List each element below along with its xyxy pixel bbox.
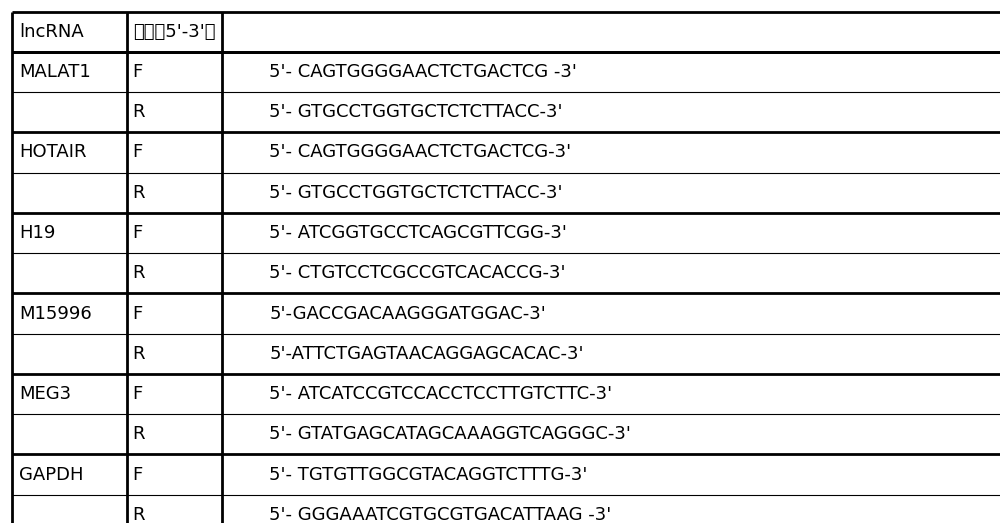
Text: 5'- GGGAAATCGTGCGTGACATTAAG -3': 5'- GGGAAATCGTGCGTGACATTAAG -3' — [269, 506, 612, 523]
Text: M15996: M15996 — [19, 304, 92, 323]
Text: 5'- ATCATCCGTCCACCTCCTTGTCTTC-3': 5'- ATCATCCGTCCACCTCCTTGTCTTC-3' — [269, 385, 613, 403]
Text: R: R — [133, 264, 145, 282]
Text: 5'- GTGCCTGGTGCTCTCTTACC-3': 5'- GTGCCTGGTGCTCTCTTACC-3' — [269, 184, 563, 202]
Text: 引物（5'-3'）: 引物（5'-3'） — [133, 22, 215, 41]
Text: lncRNA: lncRNA — [19, 22, 84, 41]
Text: 5'- ATCGGTGCCTCAGCGTTCGG-3': 5'- ATCGGTGCCTCAGCGTTCGG-3' — [269, 224, 567, 242]
Text: 5'- GTATGAGCATAGCAAAGGTCAGGGC-3': 5'- GTATGAGCATAGCAAAGGTCAGGGC-3' — [269, 425, 631, 444]
Text: F: F — [133, 224, 143, 242]
Text: R: R — [133, 506, 145, 523]
Text: 5'- TGTGTTGGCGTACAGGTCTTTG-3': 5'- TGTGTTGGCGTACAGGTCTTTG-3' — [269, 465, 588, 484]
Text: 5'- CTGTCCTCGCCGTCACACCG-3': 5'- CTGTCCTCGCCGTCACACCG-3' — [269, 264, 566, 282]
Text: 5'-ATTCTGAGTAACAGGAGCACAC-3': 5'-ATTCTGAGTAACAGGAGCACAC-3' — [269, 345, 584, 363]
Text: 5'- CAGTGGGGAACTCTGACTCG -3': 5'- CAGTGGGGAACTCTGACTCG -3' — [269, 63, 577, 81]
Text: R: R — [133, 425, 145, 444]
Text: 5'- CAGTGGGGAACTCTGACTCG-3': 5'- CAGTGGGGAACTCTGACTCG-3' — [269, 143, 572, 162]
Text: F: F — [133, 143, 143, 162]
Text: R: R — [133, 184, 145, 202]
Text: 5'- GTGCCTGGTGCTCTCTTACC-3': 5'- GTGCCTGGTGCTCTCTTACC-3' — [269, 103, 563, 121]
Text: F: F — [133, 304, 143, 323]
Text: GAPDH: GAPDH — [19, 465, 83, 484]
Text: 5'-GACCGACAAGGGATGGAC-3': 5'-GACCGACAAGGGATGGAC-3' — [269, 304, 546, 323]
Text: MEG3: MEG3 — [19, 385, 71, 403]
Text: F: F — [133, 385, 143, 403]
Text: HOTAIR: HOTAIR — [19, 143, 86, 162]
Text: F: F — [133, 465, 143, 484]
Text: R: R — [133, 103, 145, 121]
Text: R: R — [133, 345, 145, 363]
Text: H19: H19 — [19, 224, 55, 242]
Text: F: F — [133, 63, 143, 81]
Text: MALAT1: MALAT1 — [19, 63, 91, 81]
